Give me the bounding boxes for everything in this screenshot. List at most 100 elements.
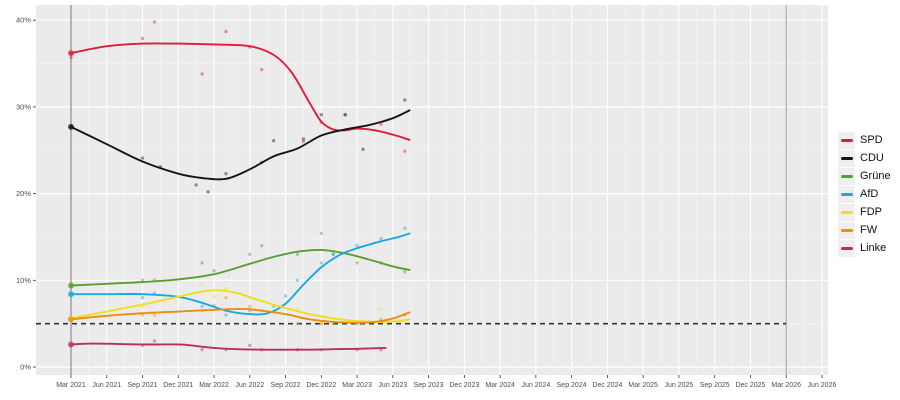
trend-line-cdu (70, 109, 411, 181)
poll-point-afd (379, 236, 383, 241)
legend: SPD CDU Grüne AfD FDP FW Linke (838, 131, 891, 257)
legend-swatch-afd (840, 192, 853, 196)
legend-key (838, 131, 855, 149)
poll-point-afd (224, 313, 228, 317)
election-result-point-afd (68, 291, 74, 298)
poll-point-afd (319, 261, 324, 265)
poll-point-spd (301, 139, 306, 144)
poll-point-cdu (403, 98, 407, 102)
poll-point-spd (224, 29, 228, 34)
poll-point-grüne (260, 243, 264, 248)
legend-item-fw: FW (838, 221, 891, 239)
poll-point-afd (403, 226, 407, 230)
x-tick-label: Dec 2021 (163, 382, 193, 389)
x-tick-label: Dec 2023 (449, 382, 479, 389)
poll-point-linke (200, 347, 204, 352)
trend-line-spd (70, 42, 411, 141)
y-tick-label: 20% (16, 189, 31, 198)
election-result-point-grüne (68, 282, 74, 289)
poll-point-spd (343, 113, 347, 117)
y-tick-label: 0% (20, 363, 31, 372)
legend-swatch-grüne (840, 174, 853, 178)
legend-swatch-fdp (840, 210, 853, 214)
poll-point-fdp (295, 307, 300, 311)
poll-point-linke (152, 339, 157, 343)
poll-point-grüne (248, 252, 252, 256)
legend-label: CDU (860, 151, 884, 164)
legend-swatch-spd (840, 138, 853, 142)
poll-point-afd (200, 304, 204, 309)
legend-key (838, 149, 855, 167)
x-tick-label: Sep 2024 (557, 382, 587, 389)
legend-item-cdu: CDU (838, 149, 891, 167)
poll-point-grüne (200, 261, 204, 265)
poll-point-fw (248, 304, 252, 309)
trend-line-afd (70, 232, 411, 316)
election-result-point-spd (68, 50, 74, 57)
trend-line-linke (70, 342, 387, 351)
legend-label: FDP (860, 205, 882, 218)
poll-point-afd (355, 243, 359, 248)
poll-point-fdp (200, 282, 204, 287)
election-result-point-fw (68, 316, 74, 323)
poll-point-fdp (212, 295, 216, 299)
poll-point-fw (224, 295, 228, 300)
legend-item-grüne: Grüne (838, 167, 891, 185)
poll-point-linke (248, 343, 252, 348)
legend-key (838, 203, 855, 221)
x-tick-label: Dec 2025 (735, 382, 765, 389)
x-tick-label: Jun 2026 (808, 382, 837, 389)
poll-point-afd (283, 294, 288, 298)
x-tick-label: Dec 2024 (592, 382, 622, 389)
legend-item-spd: SPD (838, 131, 891, 149)
legend-swatch-linke (840, 246, 853, 250)
x-tick-label: Mar 2026 (771, 382, 801, 389)
poll-point-cdu (206, 190, 210, 194)
poll-point-grüne (331, 252, 335, 256)
poll-point-fw (319, 321, 324, 326)
x-tick-label: Sep 2021 (128, 382, 158, 389)
legend-key (838, 167, 855, 185)
x-tick-label: Jun 2022 (235, 382, 264, 389)
y-tick-label: 10% (16, 276, 31, 285)
poll-point-afd (140, 295, 145, 300)
poll-point-spd (260, 67, 264, 72)
legend-label: FW (860, 223, 878, 236)
poll-point-cdu (140, 156, 145, 160)
poll-point-grüne (212, 269, 216, 273)
poll-point-cdu (194, 183, 198, 187)
poll-point-cdu (343, 113, 347, 117)
x-tick-label: Sep 2025 (700, 382, 730, 389)
legend-item-linke: Linke (838, 239, 891, 257)
x-tick-label: Jun 2023 (378, 382, 407, 389)
poll-point-afd (295, 278, 300, 282)
poll-point-grüne (295, 252, 300, 256)
poll-point-cdu (301, 137, 306, 141)
poll-point-fw (152, 313, 157, 317)
poll-point-afd (331, 252, 335, 256)
election-result-point-linke (68, 341, 74, 348)
election-result-point-cdu (68, 123, 74, 130)
x-tick-label: Mar 2023 (342, 382, 372, 389)
x-tick-label: Mar 2021 (56, 382, 86, 389)
y-tick-label: 30% (16, 102, 31, 111)
poll-point-spd (69, 55, 73, 60)
x-tick-label: Mar 2022 (199, 382, 229, 389)
legend-swatch-cdu (840, 156, 853, 160)
panel-background (36, 5, 828, 375)
x-tick-label: Jun 2024 (521, 382, 550, 389)
x-tick-label: Mar 2025 (628, 382, 658, 389)
poll-point-cdu (224, 171, 228, 176)
legend-label: SPD (860, 133, 883, 146)
poll-point-grüne (403, 269, 407, 274)
x-tick-label: Sep 2022 (271, 382, 301, 389)
poll-point-cdu (361, 147, 365, 152)
x-tick-label: Dec 2022 (306, 382, 336, 389)
y-tick-label: 40% (16, 16, 31, 25)
poll-point-fw (295, 321, 300, 326)
legend-label: Linke (860, 241, 887, 254)
legend-item-fdp: FDP (838, 203, 891, 221)
legend-key (838, 221, 855, 239)
